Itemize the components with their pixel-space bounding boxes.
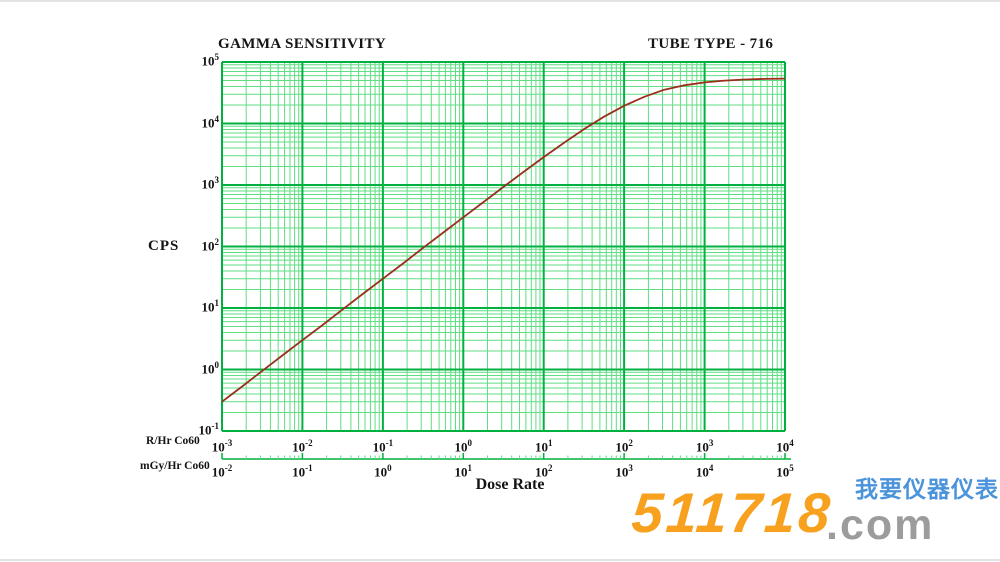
y-tick-label: 103 xyxy=(201,175,220,192)
chart-title: GAMMA SENSITIVITY xyxy=(218,36,387,52)
x-secondary-tick-label: 10-1 xyxy=(292,463,313,480)
x-primary-tick-label: 10-1 xyxy=(372,438,394,455)
y-axis-label: CPS xyxy=(148,238,180,254)
y-tick-label: 100 xyxy=(201,359,220,376)
y-tick-label: 102 xyxy=(201,236,220,253)
y-tick-label: 10-1 xyxy=(198,421,220,438)
x-primary-tick-label: 100 xyxy=(454,438,473,455)
x-secondary-tick-label: 100 xyxy=(374,463,392,480)
x-secondary-tick-label: 103 xyxy=(615,463,633,480)
x-secondary-tick-label: 101 xyxy=(454,463,473,480)
x-primary-tick-label: 104 xyxy=(776,438,794,455)
sensitivity-curve xyxy=(221,77,786,403)
x-axis-secondary-unit-label: mGy/Hr Co60 xyxy=(140,460,210,472)
x-axis-primary-unit-label: R/Hr Co60 xyxy=(146,435,200,447)
x-primary-tick-label: 103 xyxy=(695,438,714,455)
watermark-tagline: 我要仪器仪表 xyxy=(855,476,999,502)
tube-type-label: TUBE TYPE - 716 xyxy=(648,36,774,52)
watermark-domain-suffix: .com xyxy=(826,501,935,549)
x-primary-tick-label: 10-3 xyxy=(211,438,233,455)
x-secondary-tick-label: 104 xyxy=(695,463,714,480)
top-border-line xyxy=(0,0,1000,2)
bottom-border-line xyxy=(0,559,1000,561)
x-secondary-tick-label: 105 xyxy=(776,463,794,480)
y-tick-label: 101 xyxy=(201,298,220,315)
x-secondary-tick-label: 102 xyxy=(534,463,553,480)
x-primary-tick-label: 102 xyxy=(615,438,633,455)
x-primary-tick-label: 10-2 xyxy=(292,438,313,455)
y-tick-label: 104 xyxy=(201,113,220,130)
x-secondary-tick-label: 10-2 xyxy=(211,463,233,480)
x-axis-title: Dose Rate xyxy=(475,476,545,493)
watermark-number: 511718 xyxy=(629,481,835,544)
y-tick-label: 105 xyxy=(201,52,220,69)
x-primary-tick-label: 101 xyxy=(534,438,553,455)
